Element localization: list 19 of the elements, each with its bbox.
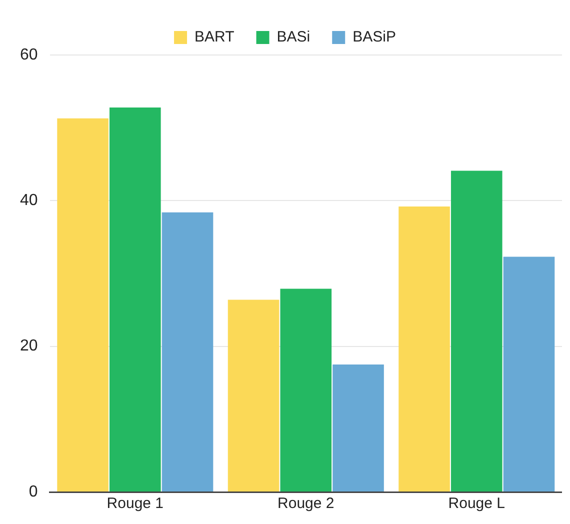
legend-label: BASi (276, 28, 310, 46)
legend-label: BASiP (352, 28, 396, 46)
bar (450, 170, 502, 492)
legend-label: BART (194, 28, 234, 46)
y-tick-label: 0 (28, 483, 38, 500)
bar (110, 107, 161, 492)
y-tick-label: 40 (20, 192, 38, 210)
bar (57, 118, 108, 492)
y-tick-label: 60 (20, 46, 38, 64)
bar (332, 364, 384, 492)
bar (280, 288, 332, 492)
bar (228, 300, 280, 492)
bar (162, 212, 214, 492)
x-tick-label: Rouge L (448, 495, 505, 512)
bar (398, 206, 450, 492)
x-tick-label: Rouge 1 (106, 495, 164, 512)
y-tick-label: 20 (20, 338, 38, 355)
x-tick-label: Rouge 2 (278, 495, 334, 512)
bar (503, 256, 555, 492)
